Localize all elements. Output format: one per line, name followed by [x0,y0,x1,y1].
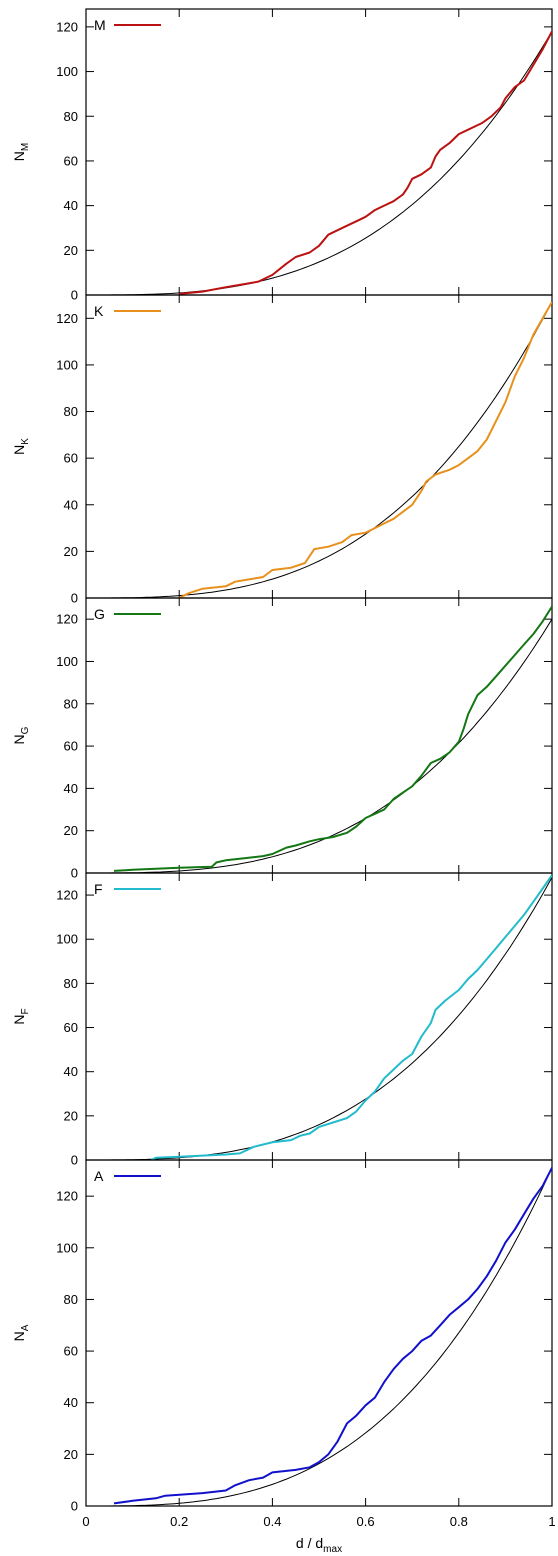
legend-label: F [94,881,103,897]
reference-curve [86,1167,552,1506]
y-tick-label: 20 [64,823,78,838]
panel-g: 0 20 40 60 80 100 120 NG G [11,597,553,881]
x-tick-label: 0.4 [263,1514,281,1529]
y-tick-label: 100 [56,932,78,947]
y-tick-label: 100 [56,1240,78,1255]
x-tick-label: 0.6 [357,1514,375,1529]
y-tick-label: 120 [56,311,78,326]
x-axis-label: d / dmax [296,1535,342,1555]
y-tick-label: 60 [64,153,78,168]
plot-frame [85,1159,553,1507]
plot-frame [85,8,553,296]
y-axis-label: NG [11,726,31,744]
y-tick-label: 40 [64,497,78,512]
y-tick-label: 40 [64,781,78,796]
x-tick-label: 0.8 [450,1514,468,1529]
y-tick-label: 0 [71,866,78,881]
reference-curve [86,618,552,873]
y-tick-label: 100 [56,64,78,79]
y-tick-label: 0 [71,1499,78,1514]
y-tick-label: 60 [64,1020,78,1035]
y-tick-label: 80 [64,976,78,991]
y-axis-label: NA [11,1324,31,1341]
series-line-k [178,301,552,598]
y-tick-label: 120 [56,1189,78,1204]
y-tick-label: 40 [64,1064,78,1079]
legend-label: G [94,606,105,622]
y-tick-label: 120 [56,888,78,903]
x-tick-label: 0.2 [170,1514,188,1529]
y-tick-label: 60 [64,1344,78,1359]
panel-a: 0 20 40 60 80 100 120 0 0.2 0.4 0.6 0.8 1 d / dmax NA A [11,1159,556,1555]
legend-label: M [94,17,106,33]
y-tick-label: 20 [64,243,78,258]
panel-k: 0 20 40 60 80 100 120 NK K [11,294,553,606]
y-tick-label: 40 [64,198,78,213]
y-tick-label: 40 [64,1395,78,1410]
y-tick-label: 100 [56,654,78,669]
y-tick-label: 120 [56,612,78,627]
series-line-m [179,30,552,295]
y-axis-label: NK [11,438,31,455]
y-tick-label: 20 [64,1108,78,1123]
series-line-g [113,605,552,872]
y-tick-label: 0 [71,1153,78,1168]
legend-label: A [94,1168,104,1184]
y-axis-label: NM [11,143,31,161]
series-line-a [113,1167,552,1505]
y-tick-label: 80 [64,696,78,711]
x-tick-label: 1 [548,1514,555,1529]
y-axis-label: NF [11,1008,31,1024]
panel-f: 0 20 40 60 80 100 120 NF F [11,872,553,1168]
y-tick-label: 0 [71,288,78,303]
y-tick-label: 120 [56,19,78,34]
y-tick-label: 80 [64,1292,78,1307]
y-tick-label: 60 [64,739,78,754]
y-tick-label: 20 [64,1447,78,1462]
x-tick-label: 0 [82,1514,89,1529]
plot-frame [85,872,553,1161]
reference-curve [86,31,552,295]
reference-curve [86,301,552,598]
y-tick-label: 0 [71,591,78,606]
reference-curve [86,877,552,1160]
legend-label: K [94,303,104,319]
plot-frame [85,597,553,874]
y-tick-label: 80 [64,109,78,124]
panel-m: 0 20 40 60 80 100 120 NM M [11,8,553,303]
y-tick-label: 80 [64,404,78,419]
y-tick-label: 100 [56,357,78,372]
y-tick-label: 60 [64,451,78,466]
y-tick-label: 20 [64,544,78,559]
series-line-f [150,874,552,1160]
